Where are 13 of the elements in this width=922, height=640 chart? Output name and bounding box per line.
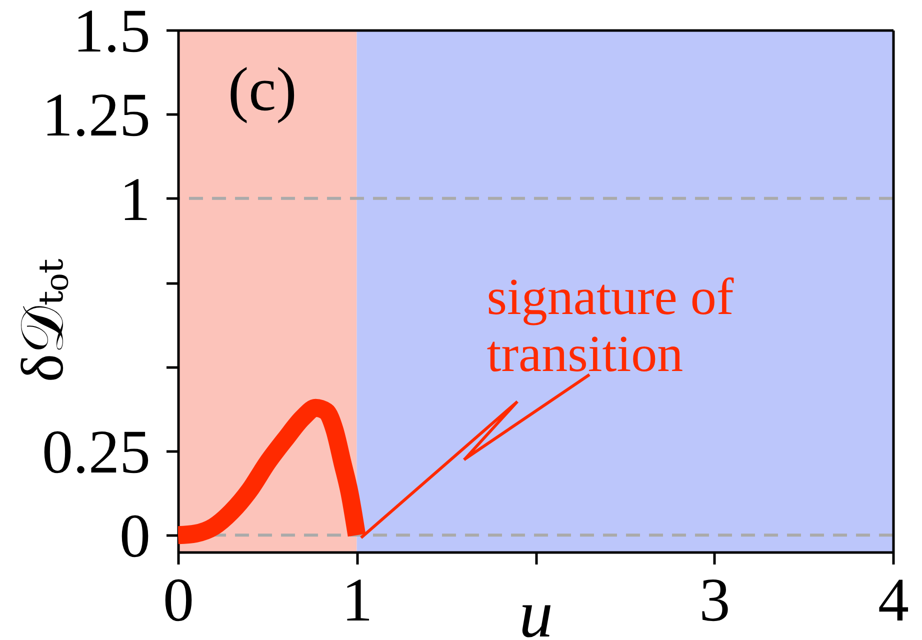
y-tick-label: 1 (120, 166, 150, 234)
x-tick-label: 4 (878, 566, 909, 634)
y-tick-label: 1.25 (42, 82, 150, 150)
y-axis-title: δ𝒟ₜₒₜ (10, 258, 76, 382)
annotation: (c) (228, 56, 297, 124)
annotation: signature of transition (486, 269, 734, 384)
x-tick-label: 3 (699, 566, 730, 634)
y-tick-label: 1.5 (73, 0, 150, 66)
x-axis-title: u (519, 576, 553, 640)
x-tick-label: 1 (342, 566, 373, 634)
y-tick-label: 0.25 (42, 418, 150, 486)
y-tick-label: 0 (120, 502, 150, 571)
x-tick-label: 0 (163, 566, 194, 634)
